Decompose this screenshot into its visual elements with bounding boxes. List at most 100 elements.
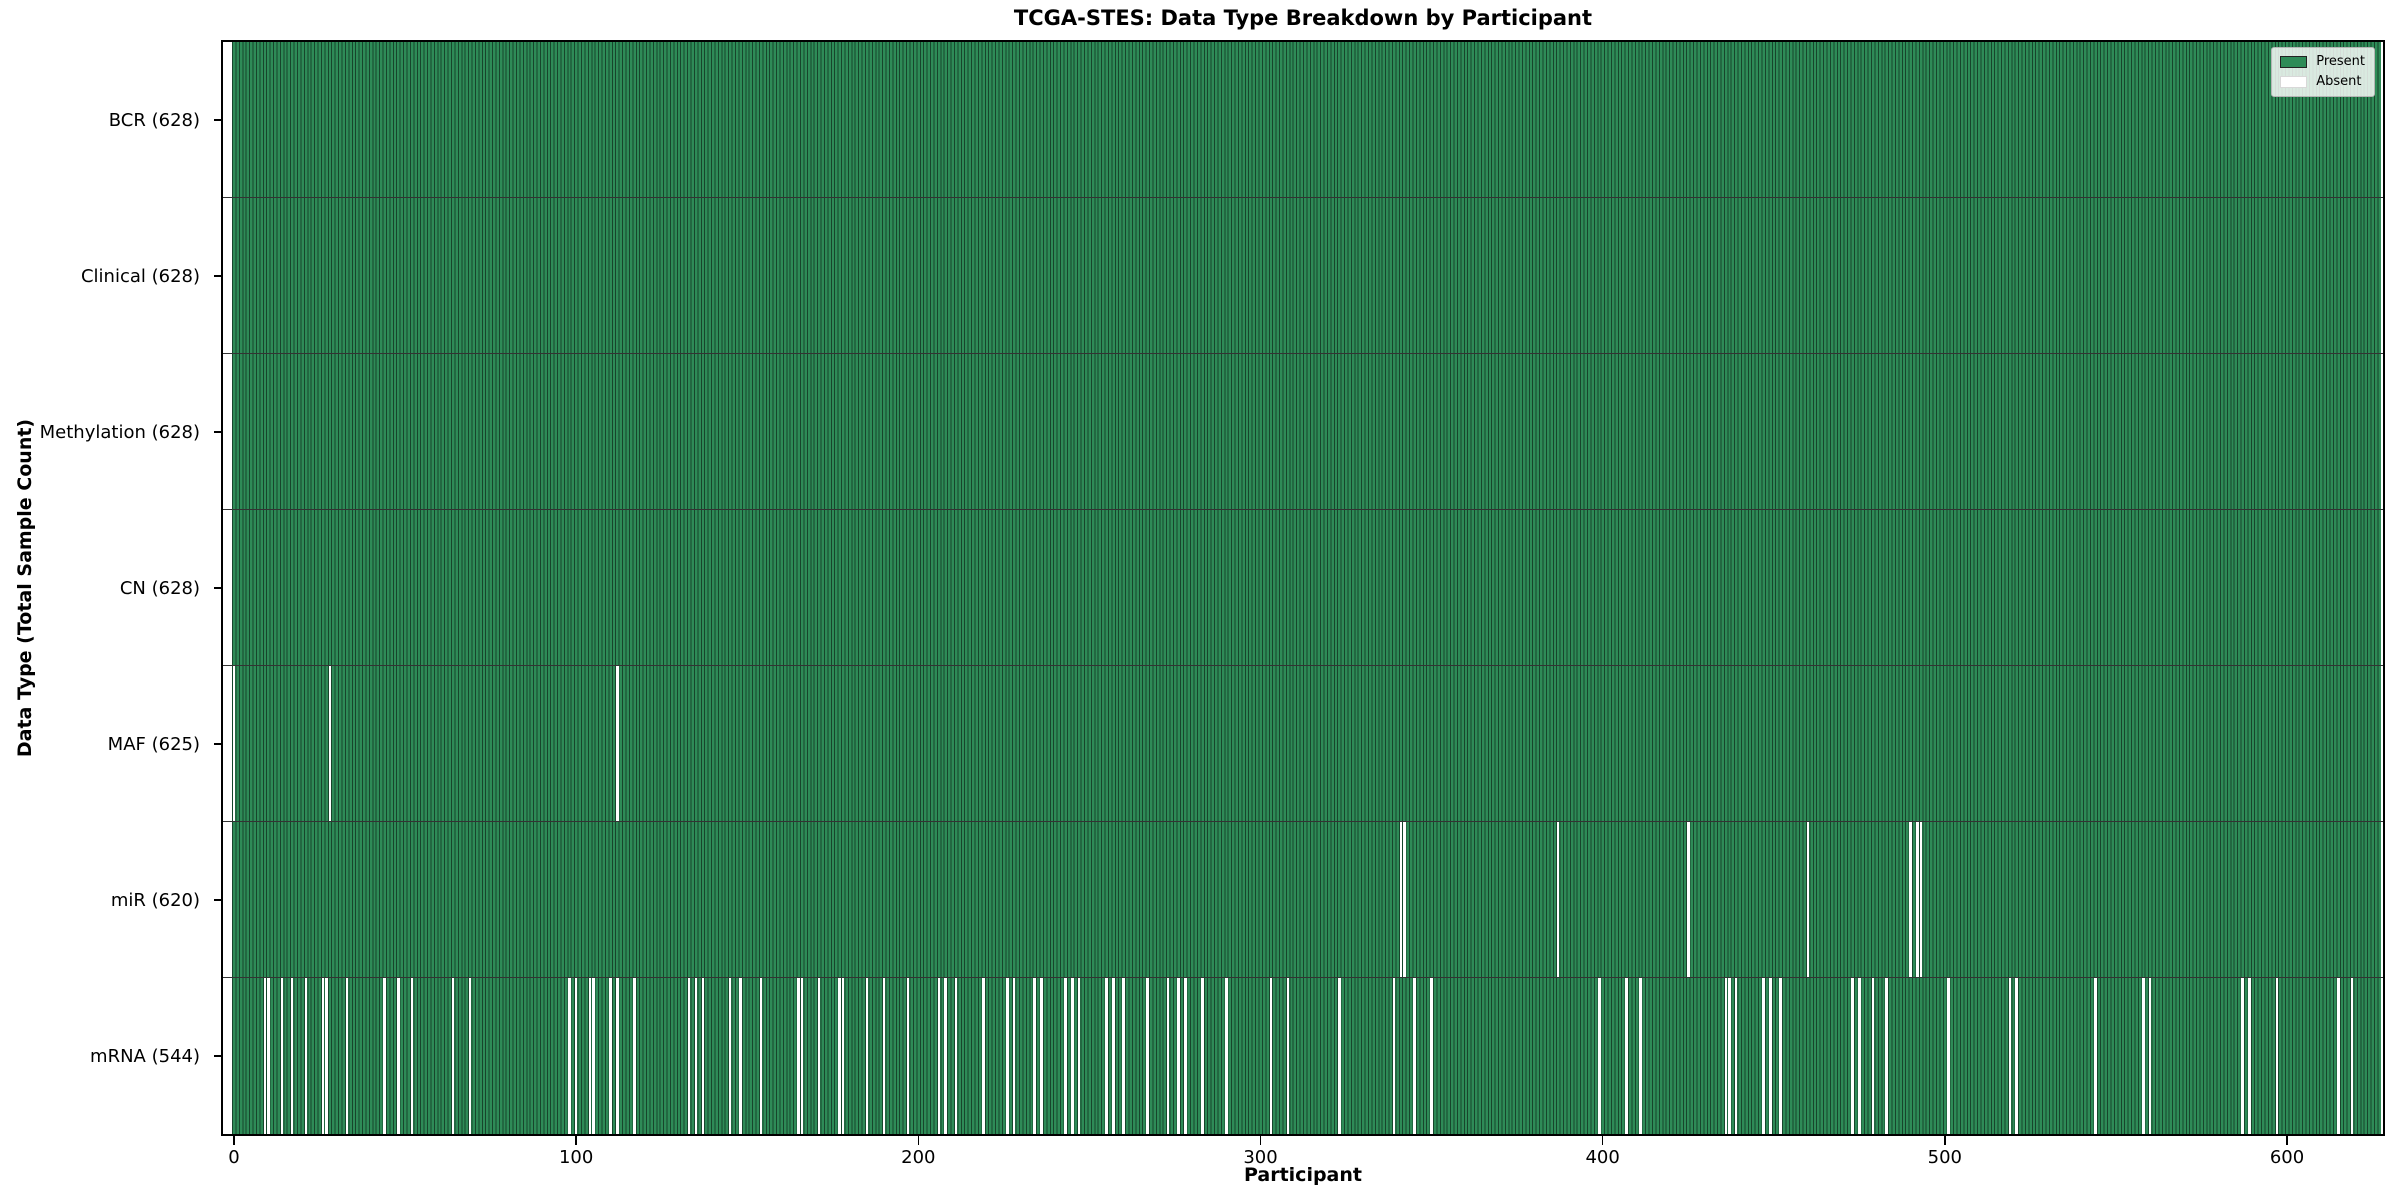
absent-gap-mRNA-219: [982, 978, 985, 1134]
absent-gap-miR-460: [1806, 822, 1810, 977]
absent-gap-mRNA-290: [1225, 978, 1228, 1134]
absent-gap-mRNA-544: [2094, 978, 2097, 1134]
plot-area: [221, 40, 2385, 1136]
absent-gap-mRNA-211: [954, 978, 958, 1134]
legend-label-present: Present: [2316, 54, 2365, 69]
ytick-mark-BCR: [214, 119, 222, 121]
xtick-mark-600: [2286, 1136, 2288, 1145]
present-bars-Clinical: [232, 198, 2382, 353]
absent-gap-mRNA-255: [1105, 978, 1108, 1134]
absent-gap-mRNA-171: [817, 978, 821, 1134]
xtick-mark-400: [1601, 1136, 1604, 1145]
absent-gap-mRNA-350: [1430, 978, 1433, 1134]
xtick-label-0: 0: [228, 1147, 240, 1168]
ytick-mark-miR: [214, 899, 222, 901]
ytick-label-Methylation: Methylation (628): [39, 421, 200, 443]
absent-gap-mRNA-323: [1337, 978, 1341, 1134]
absent-gap-mRNA-501: [1947, 978, 1950, 1134]
absent-gap-mRNA-98: [568, 978, 571, 1134]
absent-gap-mRNA-345: [1413, 978, 1416, 1134]
absent-gap-mRNA-9: [263, 978, 267, 1134]
absent-gap-mRNA-447: [1762, 978, 1765, 1134]
chart-title: TCGA-STES: Data Type Breakdown by Partic…: [1013, 6, 1593, 30]
absent-gap-mRNA-206: [937, 978, 941, 1134]
absent-gap-mRNA-236: [1040, 978, 1043, 1134]
absent-gap-mRNA-479: [1871, 978, 1875, 1134]
absent-gap-mRNA-276: [1177, 978, 1180, 1134]
xtick-label-300: 300: [1243, 1147, 1278, 1168]
absent-gap-mRNA-521: [2015, 978, 2018, 1134]
absent-gap-MAF-112: [615, 666, 619, 821]
absent-gap-mRNA-135: [694, 978, 698, 1134]
absent-gap-mRNA-178: [841, 978, 845, 1134]
absent-gap-mRNA-105: [592, 978, 595, 1134]
absent-gap-mRNA-133: [687, 978, 691, 1134]
absent-gap-mRNA-48: [396, 978, 400, 1134]
row-CN: [223, 510, 2383, 666]
absent-gap-mRNA-234: [1033, 978, 1036, 1134]
legend: Present Absent: [2271, 47, 2375, 97]
xtick-mark-300: [1259, 1136, 1262, 1145]
row-mRNA: [223, 978, 2383, 1134]
absent-gap-mRNA-436: [1724, 978, 1728, 1134]
ytick-label-mRNA: mRNA (544): [90, 1045, 200, 1067]
xtick-label-500: 500: [1927, 1147, 1963, 1168]
absent-gap-mRNA-100: [574, 978, 578, 1134]
absent-gap-mRNA-483: [1885, 978, 1888, 1134]
absent-gap-mRNA-399: [1598, 978, 1601, 1134]
absent-gap-miR-493: [1919, 822, 1923, 977]
y-tick-labels: BCR (628) Clinical (628) Methylation (628)…: [0, 42, 212, 1134]
absent-gap-mRNA-247: [1077, 978, 1081, 1134]
xtick-label-400: 400: [1585, 1147, 1620, 1168]
xtick-mark-0: [233, 1136, 235, 1145]
absent-gap-mRNA-110: [609, 978, 612, 1134]
absent-gap-miR-342: [1402, 822, 1406, 977]
ytick-label-MAF: MAF (625): [107, 733, 200, 755]
absent-gap-mRNA-17: [290, 978, 294, 1134]
absent-gap-mRNA-165: [797, 978, 800, 1134]
absent-gap-mRNA-245: [1071, 978, 1074, 1134]
ytick-mark-MAF: [214, 743, 222, 745]
absent-gap-mRNA-185: [865, 978, 869, 1134]
absent-gap-mRNA-473: [1851, 978, 1854, 1134]
row-BCR: [223, 42, 2383, 198]
xtick-mark-200: [917, 1136, 920, 1145]
absent-gap-mRNA-69: [468, 978, 472, 1134]
absent-gap-mRNA-257: [1112, 978, 1115, 1134]
absent-gap-mRNA-597: [2275, 978, 2279, 1134]
absent-gap-mRNA-52: [410, 978, 414, 1134]
absent-gap-mRNA-33: [345, 978, 349, 1134]
present-bars-mRNA: [232, 978, 2382, 1134]
absent-gap-MAF-0: [232, 666, 236, 821]
absent-gap-mRNA-558: [2142, 978, 2145, 1134]
ytick-mark-CN: [214, 587, 222, 589]
absent-gap-mRNA-407: [1625, 978, 1628, 1134]
legend-item-present: Present: [2280, 55, 2365, 69]
absent-gap-miR-490: [1909, 822, 1912, 977]
absent-gap-MAF-28: [328, 666, 332, 821]
absent-gap-mRNA-117: [633, 978, 636, 1134]
row-Clinical: [223, 198, 2383, 354]
legend-label-absent: Absent: [2316, 74, 2362, 89]
x-axis-title: Participant: [1243, 1164, 1362, 1186]
row-MAF: [223, 666, 2383, 822]
absent-gap-mRNA-278: [1183, 978, 1187, 1134]
xtick-label-600: 600: [2269, 1147, 2305, 1168]
present-bars-Methylation: [232, 354, 2382, 509]
absent-gap-mRNA-26: [321, 978, 325, 1134]
absent-gap-mRNA-10: [266, 978, 270, 1134]
absent-gap-mRNA-145: [728, 978, 732, 1134]
absent-gap-miR-492: [1916, 822, 1919, 977]
absent-gap-mRNA-44: [383, 978, 386, 1134]
ytick-label-miR: miR (620): [110, 889, 200, 911]
absent-gap-mRNA-243: [1064, 978, 1067, 1134]
absent-gap-mRNA-260: [1122, 978, 1125, 1134]
absent-gap-miR-387: [1556, 822, 1560, 977]
absent-gap-mRNA-589: [2248, 978, 2251, 1134]
absent-gap-mRNA-267: [1146, 978, 1149, 1134]
present-bars-CN: [232, 510, 2382, 665]
ytick-mark-mRNA: [214, 1055, 222, 1057]
absent-gap-mRNA-166: [800, 978, 804, 1134]
absent-gap-miR-425: [1686, 822, 1690, 977]
